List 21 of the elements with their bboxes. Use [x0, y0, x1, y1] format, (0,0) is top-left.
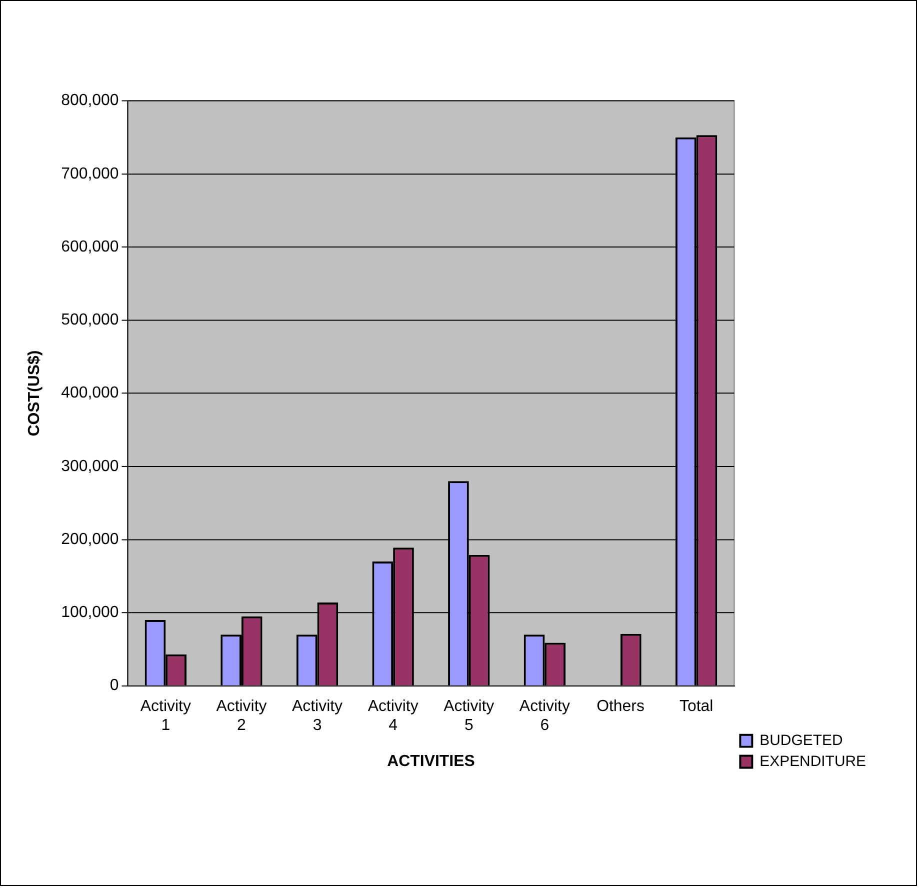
x-tick-label: Total [679, 698, 714, 715]
y-tick-label: 300,000 [61, 458, 119, 475]
x-tick-label: Activity 6 [519, 698, 570, 734]
y-tick-label: 100,000 [61, 604, 119, 622]
legend-label: BUDGETED [760, 732, 843, 749]
x-tick-label: Activity 2 [216, 698, 267, 734]
x-axis-title: ACTIVITIES [387, 753, 476, 770]
y-tick-label: 700,000 [61, 165, 119, 182]
x-tick-label: Activity 4 [368, 698, 418, 734]
y-tick-label: 0 [110, 677, 119, 694]
x-tick-label: Activity 5 [444, 698, 494, 734]
y-tick-label: 500,000 [61, 312, 119, 329]
y-tick-label: 400,000 [61, 384, 119, 402]
y-tick-label: 200,000 [61, 530, 119, 548]
y-axis-title: COST(US$) [26, 350, 43, 436]
x-tick-label: Activity 3 [292, 698, 343, 734]
y-tick-label: 800,000 [61, 92, 119, 110]
legend-label: EXPENDITURE [760, 752, 866, 770]
x-tick-label: Others [596, 698, 644, 715]
x-tick-label: Activity 1 [140, 698, 191, 734]
y-tick-label: 600,000 [61, 238, 119, 256]
